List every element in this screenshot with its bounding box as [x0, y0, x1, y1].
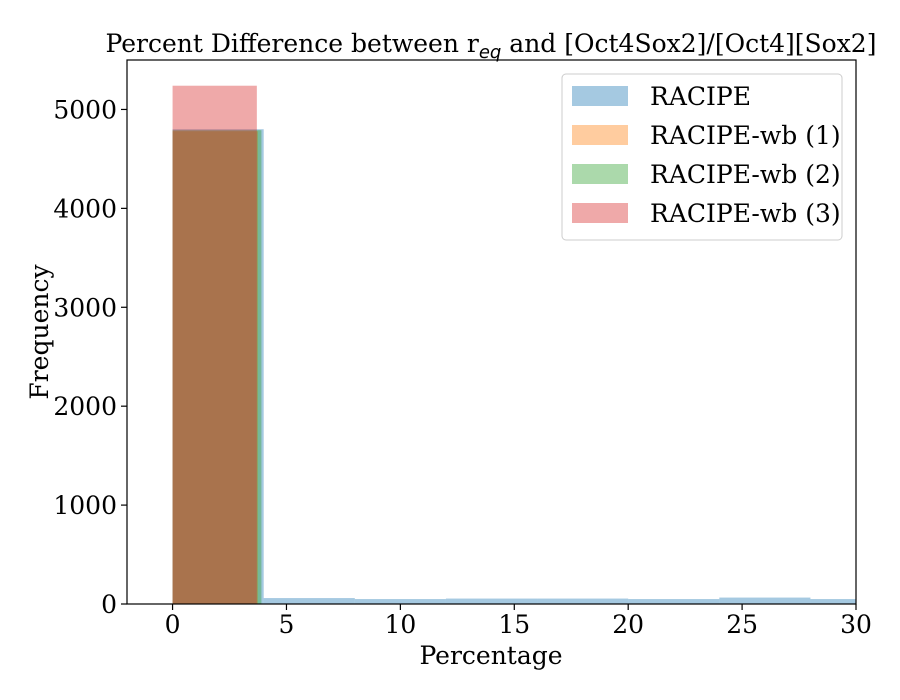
- x-tick-label-4: 20: [612, 610, 644, 639]
- legend-swatch-0: [572, 86, 628, 106]
- y-axis-ticks: 0 1000 2000 3000 4000 5000: [53, 95, 127, 619]
- histogram-bar-series-0-bin-4: [537, 598, 629, 604]
- x-axis-ticks: 0 5 10 15 20 25 30: [165, 604, 872, 639]
- histogram-bar-series-0-bin-2: [354, 599, 446, 604]
- chart-title: Percent Difference between req and [Oct4…: [106, 29, 877, 63]
- bars-layer: [172, 85, 856, 604]
- histogram-bar-series-2-bin-0: [172, 130, 262, 604]
- histogram-bar-series-0-bin-5: [628, 599, 720, 604]
- y-tick-label-1: 1000: [53, 491, 117, 520]
- legend-label-3: RACIPE-wb (3): [650, 199, 841, 228]
- y-tick-label-3: 3000: [53, 293, 117, 322]
- x-tick-label-6: 30: [840, 610, 872, 639]
- x-tick-label-2: 10: [384, 610, 416, 639]
- chart-title-subscript: eq: [479, 42, 502, 63]
- histogram-bar-series-0-bin-3: [445, 598, 538, 604]
- legend-label-0: RACIPE: [650, 82, 751, 111]
- legend-swatch-2: [572, 164, 628, 184]
- y-tick-label-4: 4000: [53, 194, 117, 223]
- plot-frame: [126, 59, 857, 605]
- y-axis-label: Frequency: [25, 264, 54, 400]
- x-tick-label-5: 25: [726, 610, 758, 639]
- histogram-bar-series-0-bin-7: [810, 599, 856, 604]
- x-tick-label-0: 0: [165, 610, 181, 639]
- histogram-bar-series-0-bin-0: [172, 129, 264, 604]
- legend: RACIPE RACIPE-wb (1) RACIPE-wb (2) RACIPE-w…: [561, 73, 843, 241]
- x-tick-label-1: 5: [279, 610, 295, 639]
- x-tick-label-3: 15: [498, 610, 530, 639]
- y-tick-label-0: 0: [101, 590, 117, 619]
- y-tick-label-5: 5000: [53, 95, 117, 124]
- legend-label-2: RACIPE-wb (2): [650, 160, 841, 189]
- legend-label-1: RACIPE-wb (1): [650, 121, 841, 150]
- histogram-bar-series-1-bin-0: [172, 131, 258, 604]
- x-axis-label: Percentage: [419, 641, 562, 670]
- histogram-bar-series-3-bin-0: [172, 85, 257, 604]
- y-tick-label-2: 2000: [53, 392, 117, 421]
- legend-swatch-1: [572, 125, 628, 145]
- legend-swatch-3: [572, 203, 628, 223]
- histogram-bar-series-0-bin-6: [719, 597, 811, 604]
- histogram-bar-series-0-bin-1: [263, 598, 355, 604]
- legend-box: [561, 73, 843, 241]
